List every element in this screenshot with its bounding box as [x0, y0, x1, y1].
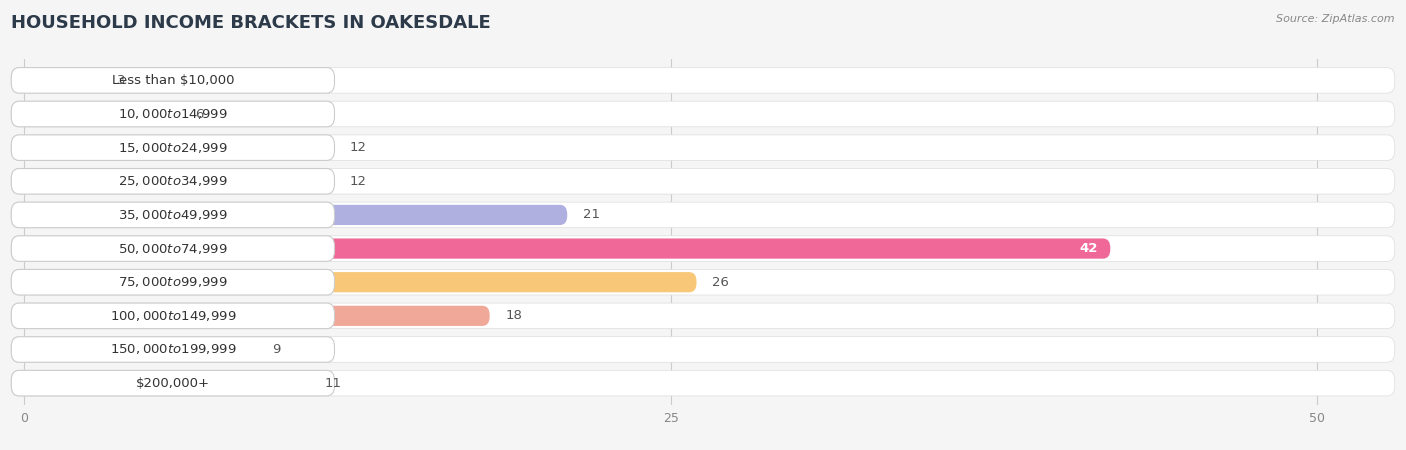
FancyBboxPatch shape	[11, 101, 335, 127]
Text: 3: 3	[117, 74, 125, 87]
FancyBboxPatch shape	[11, 202, 335, 228]
Text: 42: 42	[1078, 242, 1097, 255]
Text: 12: 12	[350, 141, 367, 154]
FancyBboxPatch shape	[11, 135, 1395, 161]
Text: 11: 11	[325, 377, 342, 390]
Text: 26: 26	[711, 276, 728, 289]
Text: 21: 21	[582, 208, 600, 221]
FancyBboxPatch shape	[11, 168, 335, 194]
Text: HOUSEHOLD INCOME BRACKETS IN OAKESDALE: HOUSEHOLD INCOME BRACKETS IN OAKESDALE	[11, 14, 491, 32]
FancyBboxPatch shape	[11, 270, 1395, 295]
Text: $150,000 to $199,999: $150,000 to $199,999	[110, 342, 236, 356]
FancyBboxPatch shape	[11, 270, 335, 295]
FancyBboxPatch shape	[11, 68, 1395, 93]
FancyBboxPatch shape	[11, 101, 1395, 127]
FancyBboxPatch shape	[11, 337, 1395, 362]
Text: $200,000+: $200,000+	[136, 377, 209, 390]
FancyBboxPatch shape	[11, 205, 567, 225]
FancyBboxPatch shape	[11, 135, 335, 161]
FancyBboxPatch shape	[11, 104, 180, 124]
FancyBboxPatch shape	[11, 303, 1395, 328]
Text: Less than $10,000: Less than $10,000	[111, 74, 235, 87]
Text: $10,000 to $14,999: $10,000 to $14,999	[118, 107, 228, 121]
FancyBboxPatch shape	[11, 370, 1395, 396]
FancyBboxPatch shape	[11, 339, 257, 360]
Text: Source: ZipAtlas.com: Source: ZipAtlas.com	[1277, 14, 1395, 23]
Text: $100,000 to $149,999: $100,000 to $149,999	[110, 309, 236, 323]
FancyBboxPatch shape	[11, 236, 335, 261]
FancyBboxPatch shape	[11, 70, 101, 90]
FancyBboxPatch shape	[11, 272, 696, 292]
Text: 9: 9	[273, 343, 281, 356]
FancyBboxPatch shape	[11, 373, 309, 393]
FancyBboxPatch shape	[11, 370, 335, 396]
FancyBboxPatch shape	[11, 337, 335, 362]
FancyBboxPatch shape	[11, 138, 335, 158]
Text: $50,000 to $74,999: $50,000 to $74,999	[118, 242, 228, 256]
Text: 18: 18	[505, 309, 522, 322]
Text: $25,000 to $34,999: $25,000 to $34,999	[118, 174, 228, 188]
Text: $35,000 to $49,999: $35,000 to $49,999	[118, 208, 228, 222]
Text: 12: 12	[350, 175, 367, 188]
FancyBboxPatch shape	[11, 171, 335, 191]
FancyBboxPatch shape	[11, 306, 489, 326]
Text: 6: 6	[195, 108, 204, 121]
FancyBboxPatch shape	[11, 202, 1395, 228]
FancyBboxPatch shape	[11, 68, 335, 93]
FancyBboxPatch shape	[11, 168, 1395, 194]
FancyBboxPatch shape	[11, 236, 1395, 261]
FancyBboxPatch shape	[11, 303, 335, 328]
Text: $75,000 to $99,999: $75,000 to $99,999	[118, 275, 228, 289]
FancyBboxPatch shape	[11, 238, 1111, 259]
Text: $15,000 to $24,999: $15,000 to $24,999	[118, 141, 228, 155]
